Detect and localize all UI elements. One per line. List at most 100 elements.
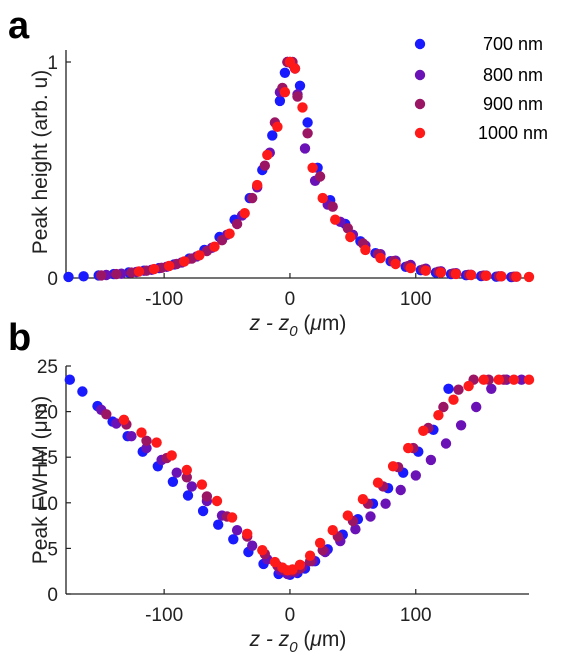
data-point bbox=[471, 401, 482, 413]
data-point bbox=[77, 386, 88, 397]
x-axis-label-b: z - z0 (μm) bbox=[249, 628, 347, 656]
data-point bbox=[279, 87, 291, 98]
data-point bbox=[289, 63, 301, 74]
data-point bbox=[403, 442, 414, 454]
x-tick-label: 0 bbox=[285, 605, 296, 626]
data-point bbox=[279, 67, 291, 79]
y-tick-label: 15 bbox=[37, 448, 58, 469]
data-point bbox=[523, 271, 535, 283]
data-point bbox=[141, 442, 152, 454]
data-point bbox=[511, 271, 522, 282]
data-point bbox=[292, 91, 303, 102]
data-point bbox=[186, 481, 197, 492]
data-point bbox=[63, 271, 74, 283]
data-point bbox=[262, 149, 273, 161]
data-point bbox=[302, 117, 313, 128]
data-point bbox=[78, 271, 89, 282]
data-point bbox=[272, 121, 283, 132]
data-point bbox=[330, 214, 341, 225]
data-point bbox=[357, 494, 369, 505]
legend: 700 nm 800 nm 900 nm 1000 nm bbox=[414, 34, 548, 143]
data-point bbox=[151, 437, 162, 448]
data-point bbox=[197, 505, 209, 517]
data-point bbox=[327, 201, 338, 212]
data-point bbox=[350, 524, 361, 535]
data-point bbox=[257, 545, 268, 556]
y-tick-label: 0 bbox=[47, 269, 58, 290]
y-tick-label: 0 bbox=[47, 585, 58, 606]
data-point bbox=[247, 540, 258, 551]
data-point bbox=[365, 511, 376, 522]
data-point bbox=[294, 80, 306, 92]
data-point bbox=[314, 537, 326, 549]
data-point bbox=[167, 476, 179, 487]
data-point bbox=[209, 241, 220, 252]
data-point bbox=[372, 477, 384, 488]
data-point bbox=[345, 231, 356, 243]
data-point bbox=[465, 269, 477, 281]
legend-entry: 900 nm bbox=[483, 94, 543, 114]
data-point bbox=[216, 235, 228, 246]
data-point bbox=[523, 374, 535, 385]
data-point bbox=[418, 425, 429, 436]
data-point bbox=[224, 228, 235, 239]
points-b bbox=[64, 374, 535, 580]
data-point bbox=[179, 256, 190, 267]
data-point bbox=[450, 268, 462, 280]
y-tick-label: 10 bbox=[37, 494, 58, 515]
legend-marker bbox=[414, 38, 426, 50]
data-point bbox=[302, 128, 313, 139]
data-point bbox=[231, 525, 243, 536]
data-point bbox=[463, 380, 474, 392]
data-point bbox=[410, 470, 421, 481]
y-tick-label: 5 bbox=[47, 539, 58, 560]
data-point bbox=[226, 512, 238, 523]
x-axis-label-a: z - z0 (μm) bbox=[249, 312, 347, 340]
data-point bbox=[213, 519, 224, 530]
panel-letter-b: b bbox=[8, 317, 31, 359]
data-point bbox=[267, 130, 278, 141]
data-point bbox=[166, 450, 177, 461]
data-point bbox=[228, 534, 239, 545]
data-point bbox=[287, 564, 298, 575]
data-point bbox=[101, 409, 112, 420]
data-point bbox=[274, 95, 286, 107]
x-tick-label: -100 bbox=[145, 289, 183, 310]
panel-b: b -100 0 100 0 5 10 15 20 25 Peak FWHM (μm) z - … bbox=[8, 317, 535, 656]
data-point bbox=[181, 464, 192, 476]
data-point bbox=[201, 491, 213, 502]
data-point bbox=[440, 438, 452, 449]
data-point bbox=[231, 218, 243, 230]
y-axis-label-a: Peak height (arb. u) bbox=[29, 70, 52, 254]
panel-letter-a: a bbox=[8, 5, 30, 47]
data-point bbox=[133, 266, 145, 277]
data-point bbox=[171, 467, 182, 478]
x-tick-label: 100 bbox=[400, 289, 432, 310]
data-point bbox=[453, 384, 464, 395]
x-tick-label: -100 bbox=[145, 605, 183, 626]
data-point bbox=[420, 265, 431, 276]
data-point bbox=[118, 414, 130, 425]
y-tick-label: 1 bbox=[47, 53, 58, 74]
data-point bbox=[294, 559, 306, 570]
data-point bbox=[486, 383, 497, 394]
legend-entry: 1000 nm bbox=[478, 123, 548, 143]
x-tick-label: 0 bbox=[285, 289, 296, 310]
data-point bbox=[126, 431, 137, 442]
data-point bbox=[164, 260, 175, 272]
data-point bbox=[194, 250, 205, 261]
data-point bbox=[136, 427, 147, 438]
points-a bbox=[63, 56, 535, 283]
data-point bbox=[307, 162, 318, 173]
legend-marker bbox=[414, 98, 426, 110]
data-point bbox=[438, 401, 449, 413]
data-point bbox=[433, 410, 444, 421]
ticks-b: -100 0 100 0 5 10 15 20 25 bbox=[37, 357, 432, 626]
data-point bbox=[64, 374, 76, 385]
data-point bbox=[126, 267, 137, 278]
data-point bbox=[455, 420, 467, 431]
data-point bbox=[247, 192, 258, 204]
data-point bbox=[516, 374, 527, 385]
data-point bbox=[141, 435, 152, 446]
